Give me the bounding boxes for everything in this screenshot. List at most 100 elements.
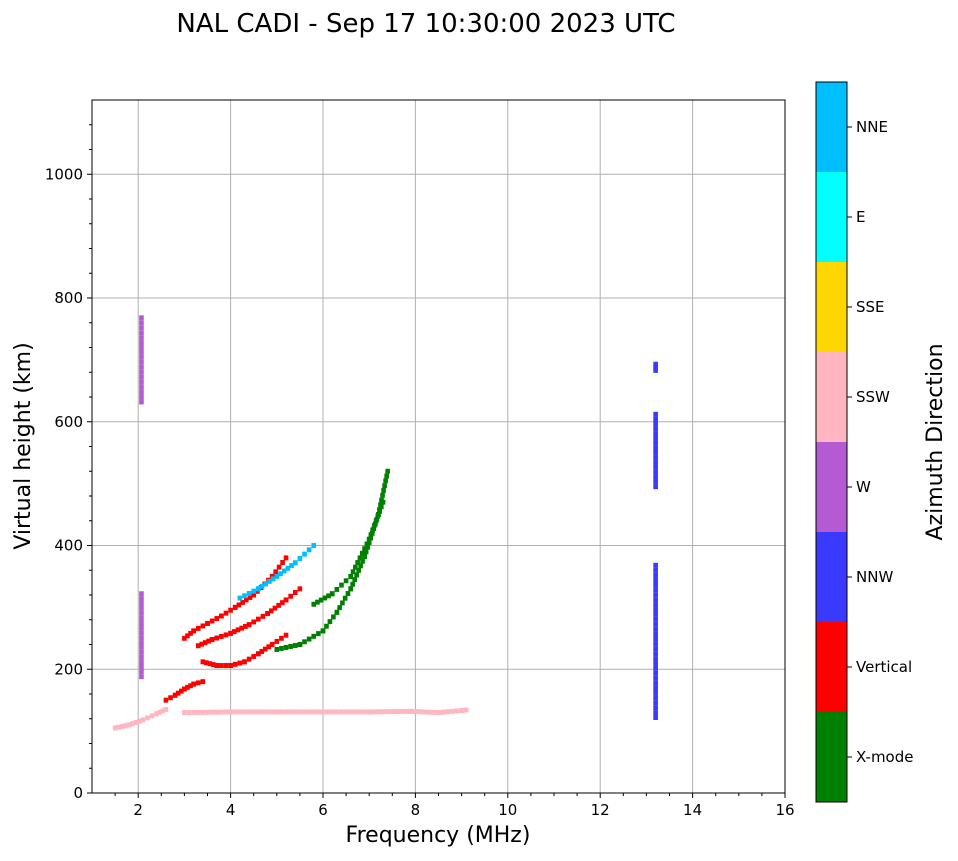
data-point	[331, 614, 336, 620]
data-point	[219, 613, 224, 619]
data-point	[139, 330, 144, 336]
data-point	[385, 468, 390, 474]
data-point	[239, 625, 244, 631]
data-point	[139, 354, 144, 360]
data-point	[139, 610, 144, 616]
data-point	[172, 692, 178, 698]
data-point	[268, 608, 274, 614]
data-point	[653, 665, 658, 671]
data-point	[311, 601, 317, 607]
data-point	[200, 709, 206, 715]
data-point	[274, 638, 280, 644]
data-point	[382, 483, 387, 489]
colorbar-label: NNW	[856, 568, 893, 586]
data-point	[362, 546, 367, 552]
data-point	[297, 556, 303, 561]
data-point	[368, 532, 374, 538]
data-point	[139, 605, 144, 611]
data-point	[354, 572, 359, 578]
colorbar-label: E	[856, 208, 865, 226]
data-point	[653, 460, 658, 466]
data-point	[311, 543, 317, 548]
data-point	[653, 700, 658, 706]
data-point	[160, 708, 166, 714]
data-marks	[112, 315, 658, 731]
data-point	[366, 540, 372, 546]
data-point	[370, 527, 375, 533]
data-point	[653, 484, 658, 490]
axis-ticks: 2 4 6 8 10 12 14 16 0 200 400 600 800 1000	[45, 124, 795, 819]
data-point	[653, 636, 658, 642]
data-point	[285, 565, 291, 571]
data-point	[362, 709, 367, 715]
data-point	[350, 569, 356, 575]
data-point	[235, 627, 241, 633]
data-point	[139, 320, 144, 326]
data-point	[459, 708, 464, 713]
data-point	[228, 607, 233, 613]
data-point	[283, 555, 289, 561]
data-point	[315, 599, 320, 605]
data-point	[280, 600, 285, 606]
data-point	[360, 558, 365, 564]
data-point	[265, 709, 270, 715]
data-point	[404, 708, 409, 714]
x-tick-label: 14	[683, 801, 702, 819]
data-point	[350, 581, 356, 587]
colorbar-label: X-mode	[856, 748, 913, 766]
data-point	[316, 631, 321, 637]
data-point	[274, 709, 280, 715]
data-point	[139, 659, 144, 665]
data-point	[653, 616, 658, 622]
y-tick-label: 400	[54, 537, 83, 555]
data-point	[653, 440, 658, 446]
data-point	[357, 555, 363, 561]
data-point	[375, 513, 381, 519]
data-point	[139, 364, 144, 370]
data-point	[340, 600, 345, 606]
x-tick-label: 10	[498, 801, 517, 819]
data-point	[232, 604, 238, 610]
y-tick-label: 0	[73, 784, 83, 802]
data-point	[274, 573, 280, 579]
data-point	[653, 597, 658, 603]
data-point	[653, 621, 658, 627]
data-point	[297, 642, 303, 647]
data-point	[653, 690, 658, 696]
data-point	[653, 651, 658, 657]
data-point	[653, 361, 658, 367]
data-point	[139, 340, 144, 346]
series-vertical	[163, 555, 303, 703]
data-point	[223, 663, 229, 669]
series-nne	[237, 543, 317, 601]
data-point	[139, 644, 144, 650]
data-point	[653, 695, 658, 701]
data-point	[289, 563, 294, 569]
data-point	[320, 709, 326, 715]
data-point	[195, 643, 201, 649]
data-point	[139, 345, 144, 350]
data-point	[372, 522, 377, 528]
data-point	[130, 721, 135, 727]
data-point	[139, 640, 144, 646]
data-point	[288, 644, 293, 649]
data-point	[320, 628, 326, 634]
data-point	[119, 724, 125, 729]
data-point	[231, 629, 237, 635]
data-point	[259, 648, 265, 654]
data-point	[179, 688, 184, 694]
data-point	[653, 567, 658, 573]
data-point	[246, 622, 252, 628]
data-point	[240, 599, 245, 605]
data-point	[311, 633, 317, 639]
data-point	[413, 709, 418, 715]
data-point	[228, 630, 233, 636]
data-point	[188, 683, 193, 689]
data-point	[283, 709, 289, 715]
data-point	[281, 568, 287, 574]
data-point	[276, 564, 282, 570]
data-point	[302, 551, 307, 557]
data-point	[653, 611, 658, 617]
data-point	[653, 631, 658, 637]
data-point	[139, 620, 144, 626]
